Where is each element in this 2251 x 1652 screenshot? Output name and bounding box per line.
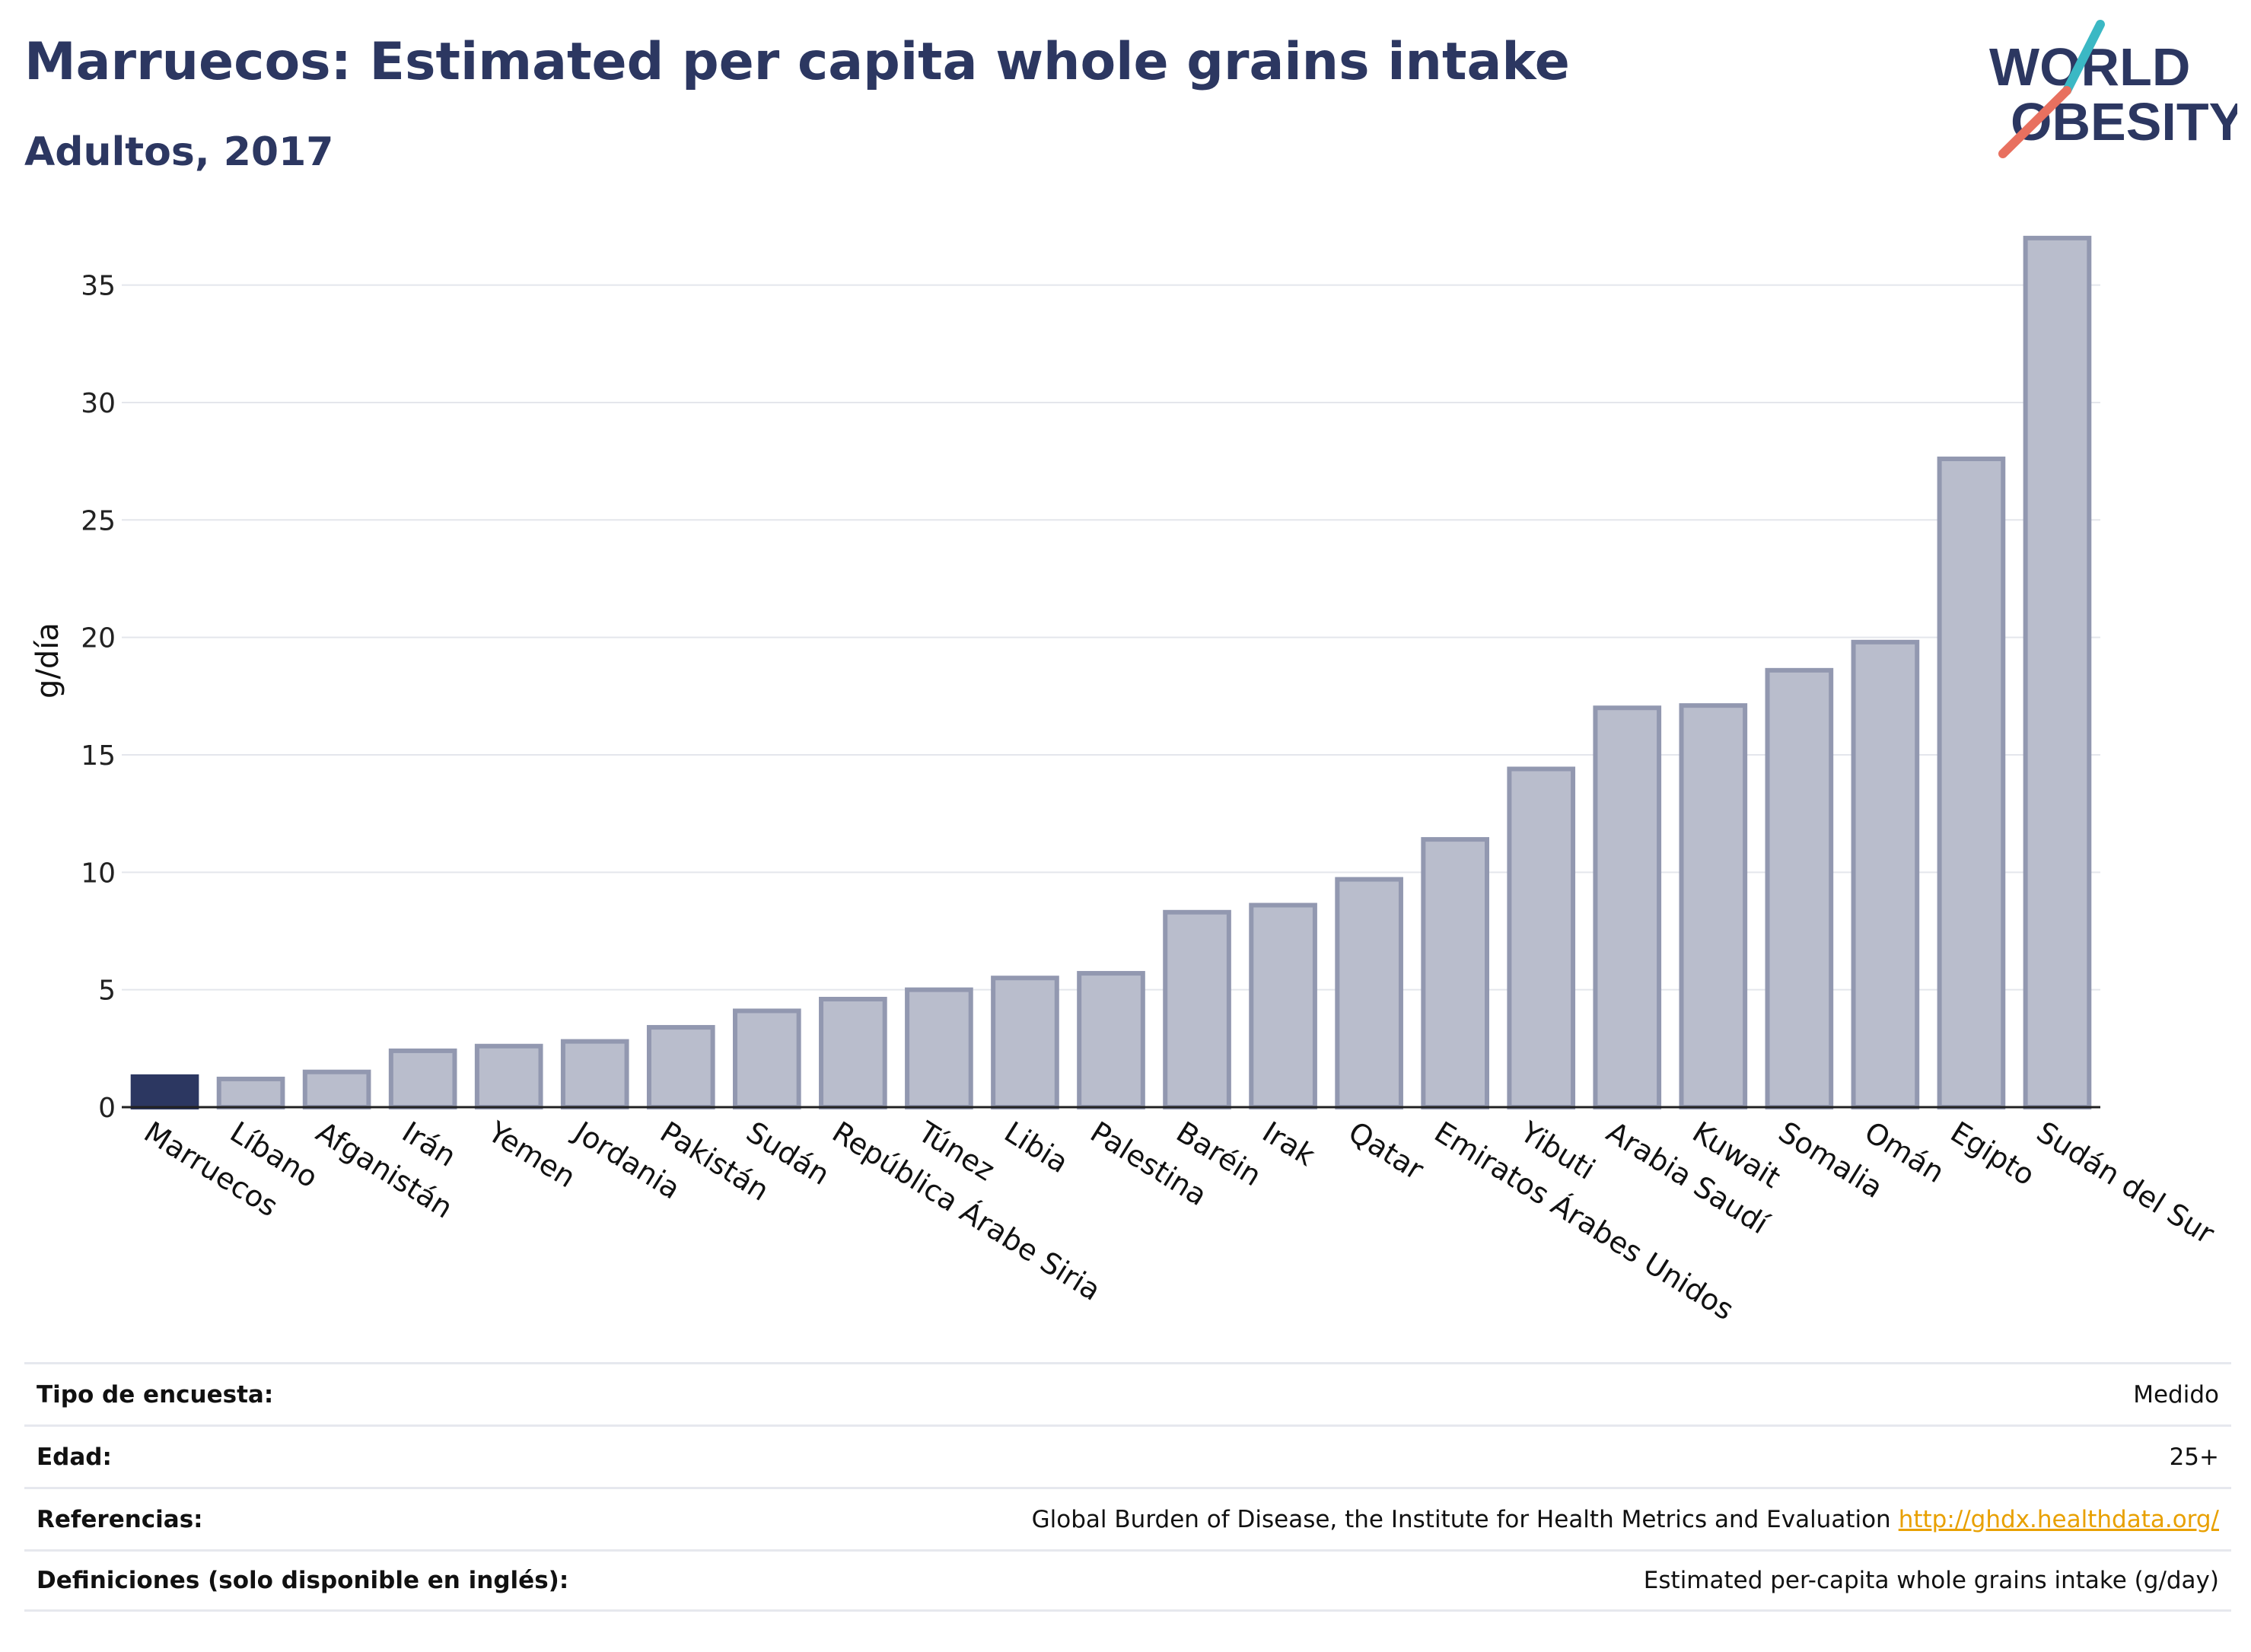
- y-tick-label: 25: [81, 505, 116, 536]
- bar-afganistán: [302, 1069, 371, 1110]
- logo-line2: OBESITY: [2011, 92, 2237, 151]
- bar-irak: [1249, 902, 1317, 1110]
- metadata-row: Referencias: Global Burden of Disease, th…: [24, 1487, 2231, 1549]
- bar-baréin: [1163, 909, 1231, 1109]
- chart-subtitle: Adultos, 2017: [24, 129, 334, 175]
- y-axis-label: g/día: [30, 622, 65, 699]
- metadata-value: Estimated per-capita whole grains intake…: [1644, 1567, 2219, 1594]
- bar-egipto: [1937, 457, 2006, 1109]
- metadata-value-text: Global Burden of Disease, the Institute …: [1031, 1505, 1891, 1533]
- bars: [130, 235, 2092, 1110]
- bar-túnez: [905, 987, 973, 1109]
- metadata-key: Edad:: [37, 1443, 112, 1471]
- y-tick-label: 15: [81, 740, 116, 772]
- y-tick-label: 20: [81, 623, 116, 654]
- bar-marruecos: [130, 1074, 199, 1110]
- bar-libia: [991, 976, 1059, 1109]
- bar-líbano: [216, 1076, 285, 1109]
- bar-sudán: [733, 1008, 801, 1109]
- chart-title: Marruecos: Estimated per capita whole gr…: [24, 32, 1570, 92]
- metadata-table: Tipo de encuesta: Medido Edad: 25+ Referenci…: [24, 1362, 2231, 1612]
- x-tick-label: Yemen: [482, 1115, 581, 1195]
- y-tick-label: 0: [98, 1093, 116, 1124]
- bar-emiratos-árabes-unidos: [1421, 837, 1489, 1109]
- metadata-value-text: 25+: [2169, 1443, 2219, 1471]
- logo-slash-teal: [2062, 20, 2105, 95]
- x-tick-label: Qatar: [1342, 1115, 1429, 1186]
- world-obesity-logo: WORLD OBESITY: [1989, 20, 2237, 158]
- bar-pakistán: [646, 1025, 715, 1109]
- metadata-row: Edad: 25+: [24, 1424, 2231, 1487]
- bar-república-árabe-siria: [819, 997, 887, 1109]
- metadata-value-text: Medido: [2133, 1380, 2219, 1408]
- bar-qatar: [1335, 877, 1403, 1109]
- logo-slash-coral: [1998, 86, 2071, 158]
- metadata-value: Global Burden of Disease, the Institute …: [1032, 1506, 2219, 1533]
- metadata-key: Tipo de encuesta:: [37, 1380, 274, 1408]
- metadata-row: Tipo de encuesta: Medido: [24, 1362, 2231, 1424]
- bar-jordania: [560, 1039, 629, 1110]
- metadata-row: Definiciones (solo disponible en inglés)…: [24, 1549, 2231, 1612]
- x-tick-label: Sudán del Sur: [2031, 1115, 2221, 1250]
- x-tick-label: Libia: [998, 1115, 1074, 1179]
- bar-sudán-del-sur: [2023, 235, 2092, 1109]
- bar-kuwait: [1679, 703, 1748, 1109]
- metadata-value: Medido: [2133, 1381, 2219, 1408]
- reference-link[interactable]: http://ghdx.healthdata.org/: [1898, 1505, 2219, 1533]
- metadata-value: 25+: [2170, 1444, 2219, 1471]
- x-tick-label: Egipto: [1945, 1115, 2041, 1192]
- y-tick-label: 5: [98, 976, 116, 1007]
- bar-yibuti: [1507, 766, 1576, 1109]
- y-tick-label: 10: [81, 858, 116, 889]
- bar-chart: 0 5 10 15 20 25 30 35 MarruecosLíbanoAfganistán…: [30, 235, 2221, 1326]
- metadata-key: Referencias:: [37, 1505, 203, 1533]
- y-tick-label: 35: [81, 271, 116, 302]
- metadata-key: Definiciones (solo disponible en inglés)…: [37, 1567, 569, 1594]
- y-axis-ticks: 0 5 10 15 20 25 30 35: [81, 271, 116, 1124]
- y-tick-label: 30: [81, 388, 116, 419]
- bar-irán: [388, 1048, 457, 1109]
- bar-arabia-saudí: [1593, 705, 1662, 1109]
- bar-somalia: [1765, 667, 1834, 1109]
- bar-yemen: [474, 1043, 543, 1109]
- metadata-value-text: Estimated per-capita whole grains intake…: [1643, 1567, 2219, 1594]
- bar-omán: [1851, 639, 1920, 1109]
- bar-palestina: [1077, 971, 1145, 1110]
